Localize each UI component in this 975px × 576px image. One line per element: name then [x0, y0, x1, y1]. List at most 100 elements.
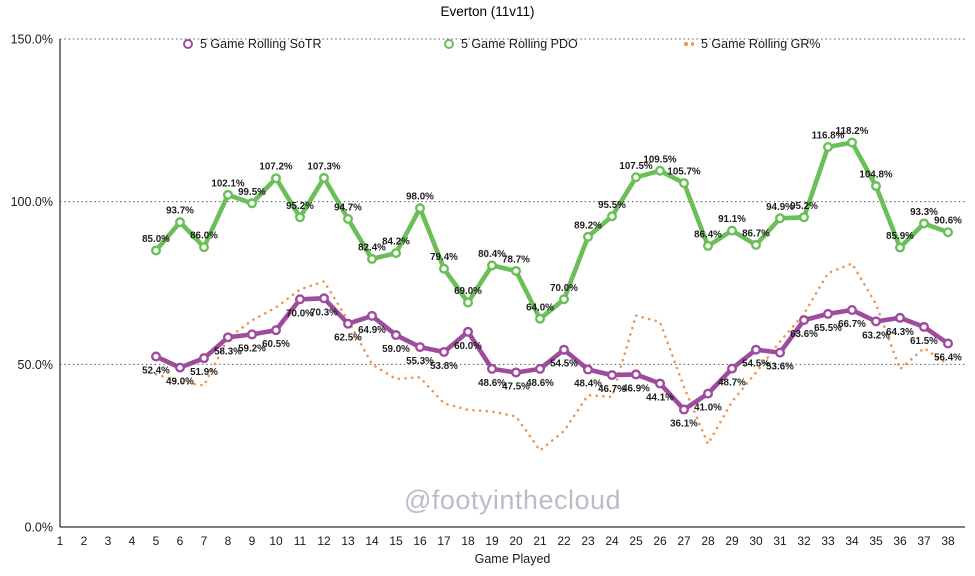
data-point-label: 107.3% [307, 161, 341, 172]
legend-item-sotr: 5 Game Rolling SoTR [183, 37, 322, 51]
data-point-label: 78.7% [502, 254, 530, 265]
x-tick-label: 6 [177, 534, 184, 548]
data-point-label: 49.0% [166, 377, 194, 388]
data-point-label: 48.7% [718, 378, 746, 389]
data-point-marker [775, 347, 786, 358]
data-point-marker [799, 315, 810, 326]
x-tick-label: 35 [869, 534, 883, 548]
data-point-marker [559, 344, 570, 355]
data-point-label: 118.2% [836, 126, 869, 137]
y-tick-label: 0.0% [25, 521, 54, 535]
data-point-marker [319, 293, 330, 304]
data-point-marker [607, 370, 618, 381]
x-tick-label: 22 [557, 534, 571, 548]
data-point-label: 64.3% [886, 327, 914, 338]
legend-label-gr: 5 Game Rolling GR% [701, 37, 821, 51]
data-point-label: 60.5% [262, 339, 290, 350]
series-line [153, 140, 951, 322]
data-point-label: 105.7% [667, 167, 701, 178]
data-point-marker [295, 294, 306, 305]
data-point-marker [391, 330, 402, 341]
data-point-marker [871, 316, 882, 327]
x-tick-label: 2 [81, 534, 88, 548]
data-point-marker [174, 362, 185, 373]
data-point-label: 93.3% [910, 207, 938, 218]
chart-title: Everton (11v11) [440, 4, 535, 19]
data-point-label: 53.6% [766, 362, 794, 373]
x-tick-label: 18 [461, 534, 475, 548]
data-point-marker [487, 260, 498, 271]
data-point-label: 107.2% [259, 162, 293, 173]
data-point-label: 89.2% [574, 220, 602, 231]
data-point-marker [222, 189, 233, 200]
data-point-label: 36.1% [670, 419, 698, 430]
y-tick-label: 100.0% [11, 195, 53, 209]
data-point-label: 44.1% [646, 393, 674, 404]
x-tick-label: 9 [249, 534, 256, 548]
data-point-marker [895, 312, 906, 323]
data-point-label: 48.6% [478, 378, 506, 389]
x-tick-label: 21 [533, 534, 547, 548]
data-point-label: 63.6% [790, 329, 818, 340]
x-tick-label: 3 [105, 534, 112, 548]
data-point-marker [583, 364, 594, 375]
data-point-marker [727, 225, 738, 236]
data-point-marker [150, 245, 161, 256]
data-point-marker [751, 239, 762, 250]
data-point-marker [943, 338, 954, 349]
data-point-marker [415, 342, 426, 353]
data-point-label: 47.5% [502, 381, 530, 392]
data-point-label: 93.7% [166, 206, 194, 217]
x-tick-label: 25 [629, 534, 643, 548]
data-point-label: 84.2% [382, 237, 410, 248]
dotted-line [154, 262, 950, 452]
data-point-label: 98.0% [406, 192, 434, 203]
x-tick-label: 37 [917, 534, 931, 548]
x-tick-label: 28 [701, 534, 715, 548]
data-point-label: 60.0% [454, 341, 482, 352]
x-tick-label: 34 [845, 534, 859, 548]
series-line [153, 295, 951, 412]
x-tick-label: 12 [317, 534, 331, 548]
series-2 [154, 262, 950, 452]
data-point-label: 56.4% [934, 353, 962, 364]
data-point-label: 85.9% [886, 231, 914, 242]
x-tick-label: 24 [605, 534, 619, 548]
x-tick-label: 26 [653, 534, 667, 548]
data-point-label: 70.3% [310, 307, 338, 318]
data-point-marker [679, 178, 690, 189]
data-point-marker [703, 388, 714, 399]
legend-item-gr: 5 Game Rolling GR% [684, 37, 821, 51]
x-tick-label: 33 [821, 534, 835, 548]
data-point-marker [895, 242, 906, 253]
data-point-label: 95.2% [286, 201, 314, 212]
data-point-marker [511, 367, 522, 378]
data-point-marker [439, 263, 450, 274]
legend-item-pdo: 5 Game Rolling PDO [444, 37, 578, 51]
x-tick-label: 27 [677, 534, 691, 548]
data-point-label: 109.5% [643, 154, 677, 165]
data-point-marker [871, 181, 882, 192]
data-point-marker [775, 213, 786, 224]
data-point-marker [559, 294, 570, 305]
data-point-marker [799, 212, 810, 223]
data-point-label: 64.0% [526, 302, 554, 313]
data-point-label: 86.0% [190, 231, 218, 242]
data-point-marker [343, 318, 354, 329]
data-point-label: 70.0% [286, 308, 314, 319]
x-tick-label: 10 [269, 534, 283, 548]
data-point-marker [751, 344, 762, 355]
data-point-marker [727, 363, 738, 374]
data-point-label: 53.8% [430, 361, 458, 372]
data-point-marker [655, 165, 666, 176]
x-tick-label: 13 [341, 534, 355, 548]
data-point-label: 91.1% [718, 214, 746, 225]
data-point-marker [823, 142, 834, 153]
data-point-label: 41.0% [694, 403, 722, 414]
data-point-marker [222, 332, 233, 343]
data-point-label: 102.1% [211, 178, 245, 189]
data-point-marker [655, 378, 666, 389]
data-point-label: 95.5% [598, 200, 626, 211]
data-point-label: 79.4% [430, 252, 458, 263]
